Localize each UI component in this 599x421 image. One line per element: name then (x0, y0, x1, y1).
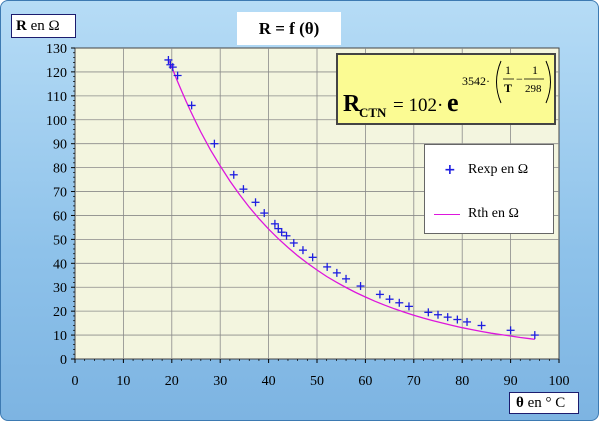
x-tick-label: 40 (262, 374, 276, 389)
y-axis-label: R en Ω (11, 14, 76, 38)
legend-entry-rth: Rth en Ω (425, 204, 553, 224)
data-point-rexp (282, 231, 291, 240)
legend-plus-marker: + (444, 162, 456, 178)
data-point-rexp (251, 198, 260, 207)
data-point-rexp (168, 63, 177, 72)
data-point-rexp (332, 268, 341, 277)
data-point-rexp (342, 274, 351, 283)
data-point-rexp (308, 253, 317, 262)
data-point-rexp (530, 331, 539, 340)
y-tick-label: 70 (53, 186, 67, 201)
x-tick-label: 70 (407, 374, 421, 389)
data-point-rexp (270, 219, 279, 228)
data-point-rexp (356, 282, 365, 291)
y-tick-label: 20 (53, 305, 67, 320)
data-point-rexp (463, 317, 472, 326)
legend-label-rth: Rth en Ω (468, 206, 519, 221)
formula-lhs-sub: CTN (359, 105, 387, 120)
y-tick-label: 120 (46, 66, 67, 81)
data-point-rexp (434, 310, 442, 319)
y-tick-label: 130 (46, 42, 67, 57)
y-tick-label: 0 (60, 353, 67, 368)
legend-line-marker (434, 214, 460, 215)
formula-frac1-num: 1 (505, 63, 511, 77)
data-point-rexp (453, 315, 462, 324)
formula-left-paren (496, 60, 502, 104)
data-point-rexp (375, 290, 384, 299)
data-point-rexp (424, 308, 433, 317)
y-tick-label: 30 (53, 281, 67, 296)
formula-minus: − (516, 72, 523, 86)
data-point-rexp (210, 139, 219, 148)
formula-rhs-coef: = 102· (393, 95, 443, 116)
data-point-rexp (385, 295, 394, 304)
x-tick-label: 100 (549, 374, 570, 389)
data-point-rexp (404, 302, 413, 311)
y-axis-label-unit: en Ω (26, 18, 60, 34)
formula-right-paren (545, 60, 551, 104)
x-tick-label: 10 (116, 374, 130, 389)
data-point-rexp (260, 209, 269, 218)
formula-lhs-main: R (343, 91, 361, 117)
y-tick-label: 60 (53, 209, 67, 224)
formula-svg: R CTN = 102· e 3542· 1 T − 1 298 (343, 60, 551, 120)
data-point-rexp (164, 55, 173, 64)
x-axis-label-unit: en ° C (523, 395, 566, 411)
x-axis-label: θ en ° C (509, 392, 579, 414)
formula-base: e (447, 88, 459, 117)
x-tick-label: 90 (504, 374, 518, 389)
series-line-rth (168, 60, 535, 341)
data-point-rexp (323, 262, 332, 271)
data-point-rexp (506, 326, 515, 335)
data-point-rexp (443, 313, 452, 322)
x-tick-label: 30 (213, 374, 227, 389)
y-tick-label: 10 (53, 329, 67, 344)
formula-frac2-den: 298 (525, 83, 542, 95)
data-point-rexp (477, 321, 486, 330)
legend-entry-rexp: + Rexp en Ω (425, 160, 553, 180)
data-point-rexp (274, 224, 283, 233)
y-tick-label: 40 (53, 257, 67, 272)
data-point-rexp (395, 298, 404, 307)
formula-frac1-den: T (504, 81, 512, 95)
data-point-rexp (229, 170, 238, 179)
data-point-rexp (277, 228, 286, 237)
x-tick-label: 0 (72, 374, 79, 389)
data-point-rexp (173, 71, 182, 80)
y-tick-label: 110 (47, 90, 67, 105)
legend-label-rexp: Rexp en Ω (468, 162, 529, 177)
y-tick-label: 90 (53, 138, 67, 153)
x-tick-label: 50 (310, 374, 324, 389)
y-tick-label: 50 (53, 233, 67, 248)
x-tick-label: 80 (455, 374, 469, 389)
data-point-rexp (289, 238, 298, 247)
x-tick-label: 60 (358, 374, 372, 389)
legend: + Rexp en Ω Rth en Ω (424, 144, 554, 234)
x-axis-label-symbol: θ (516, 395, 524, 411)
y-tick-label: 80 (53, 162, 67, 177)
series-points-rexp (164, 55, 539, 340)
formula-exp-coef: 3542· (462, 74, 490, 88)
y-axis-label-symbol: R (16, 18, 27, 34)
data-point-rexp (187, 101, 196, 110)
data-point-rexp (239, 185, 248, 194)
tick-labels: 0 10 20 30 40 50 60 70 80 90 100 0 10 20 30 40 50 60 70 80 9… (46, 42, 570, 389)
y-tick-label: 100 (46, 114, 67, 129)
x-tick-label: 20 (165, 374, 179, 389)
axes (71, 47, 560, 363)
formula-frac2-num: 1 (532, 63, 538, 77)
formula-box: R CTN = 102· e 3542· 1 T − 1 298 (336, 53, 556, 125)
data-point-rexp (298, 246, 307, 255)
chart-title: R = f (θ) (237, 12, 341, 45)
